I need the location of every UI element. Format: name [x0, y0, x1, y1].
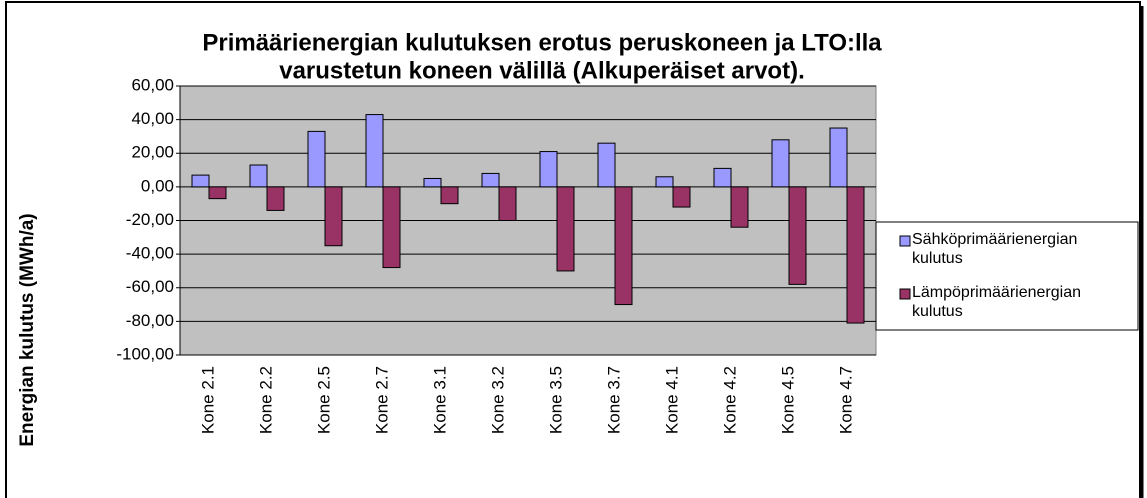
bar — [440, 186, 459, 205]
y-tick-label: -60,00 — [126, 277, 174, 296]
x-tick-label: Kone 3.1 — [430, 366, 449, 434]
bar — [423, 177, 442, 188]
bar — [382, 186, 401, 269]
bar — [191, 174, 210, 188]
x-tick-label: Kone 3.5 — [546, 366, 565, 434]
x-tick-label: Kone 4.7 — [836, 366, 855, 434]
bar — [539, 151, 558, 188]
y-axis-label: Energian kulutus (MWh/a) — [17, 213, 38, 446]
chart-title: varustetun koneen välillä (Alkuperäiset … — [279, 57, 805, 84]
x-tick-label: Kone 3.7 — [604, 366, 623, 434]
x-tick-label: Kone 4.5 — [778, 366, 797, 434]
x-tick-label: Kone 4.2 — [720, 366, 739, 434]
bar — [307, 130, 326, 188]
x-tick-label: Kone 2.5 — [314, 366, 333, 434]
bar — [249, 164, 268, 188]
y-tick-label: -80,00 — [126, 311, 174, 330]
bar — [266, 186, 285, 211]
y-tick-label: 60,00 — [131, 75, 174, 94]
legend-label: Lämpöprimäärienergian kulutus — [912, 284, 1081, 320]
y-tick-label: 0,00 — [141, 176, 174, 195]
y-tick-label: 40,00 — [131, 109, 174, 128]
bar — [614, 186, 633, 306]
bar — [829, 127, 848, 188]
chart-title: Primäärienergian kulutuksen erotus perus… — [202, 29, 882, 56]
bar — [481, 172, 500, 188]
y-tick-label: -100,00 — [116, 344, 174, 363]
bar — [498, 186, 517, 221]
legend-box — [875, 221, 1139, 331]
bar — [788, 186, 807, 285]
y-tick-label: 20,00 — [131, 143, 174, 162]
bar — [713, 167, 732, 188]
legend-label: Sähköprimäärienergian kulutus — [912, 231, 1078, 267]
bar — [846, 186, 865, 324]
bar — [324, 186, 343, 247]
bar — [208, 186, 227, 200]
bar — [672, 186, 691, 208]
x-tick-label: Kone 3.2 — [488, 366, 507, 434]
bar — [771, 139, 790, 188]
legend-key — [899, 235, 911, 247]
legend-key — [899, 288, 911, 300]
bar — [730, 186, 749, 228]
x-tick-label: Kone 2.2 — [256, 366, 275, 434]
bar — [655, 176, 674, 188]
y-tick-label: -20,00 — [126, 210, 174, 229]
bar — [597, 142, 616, 188]
bar — [556, 186, 575, 272]
x-tick-label: Kone 2.1 — [198, 366, 217, 434]
y-tick-label: -40,00 — [126, 244, 174, 263]
x-tick-label: Kone 2.7 — [372, 366, 391, 434]
x-tick-label: Kone 4.1 — [662, 366, 681, 434]
bar — [365, 114, 384, 188]
